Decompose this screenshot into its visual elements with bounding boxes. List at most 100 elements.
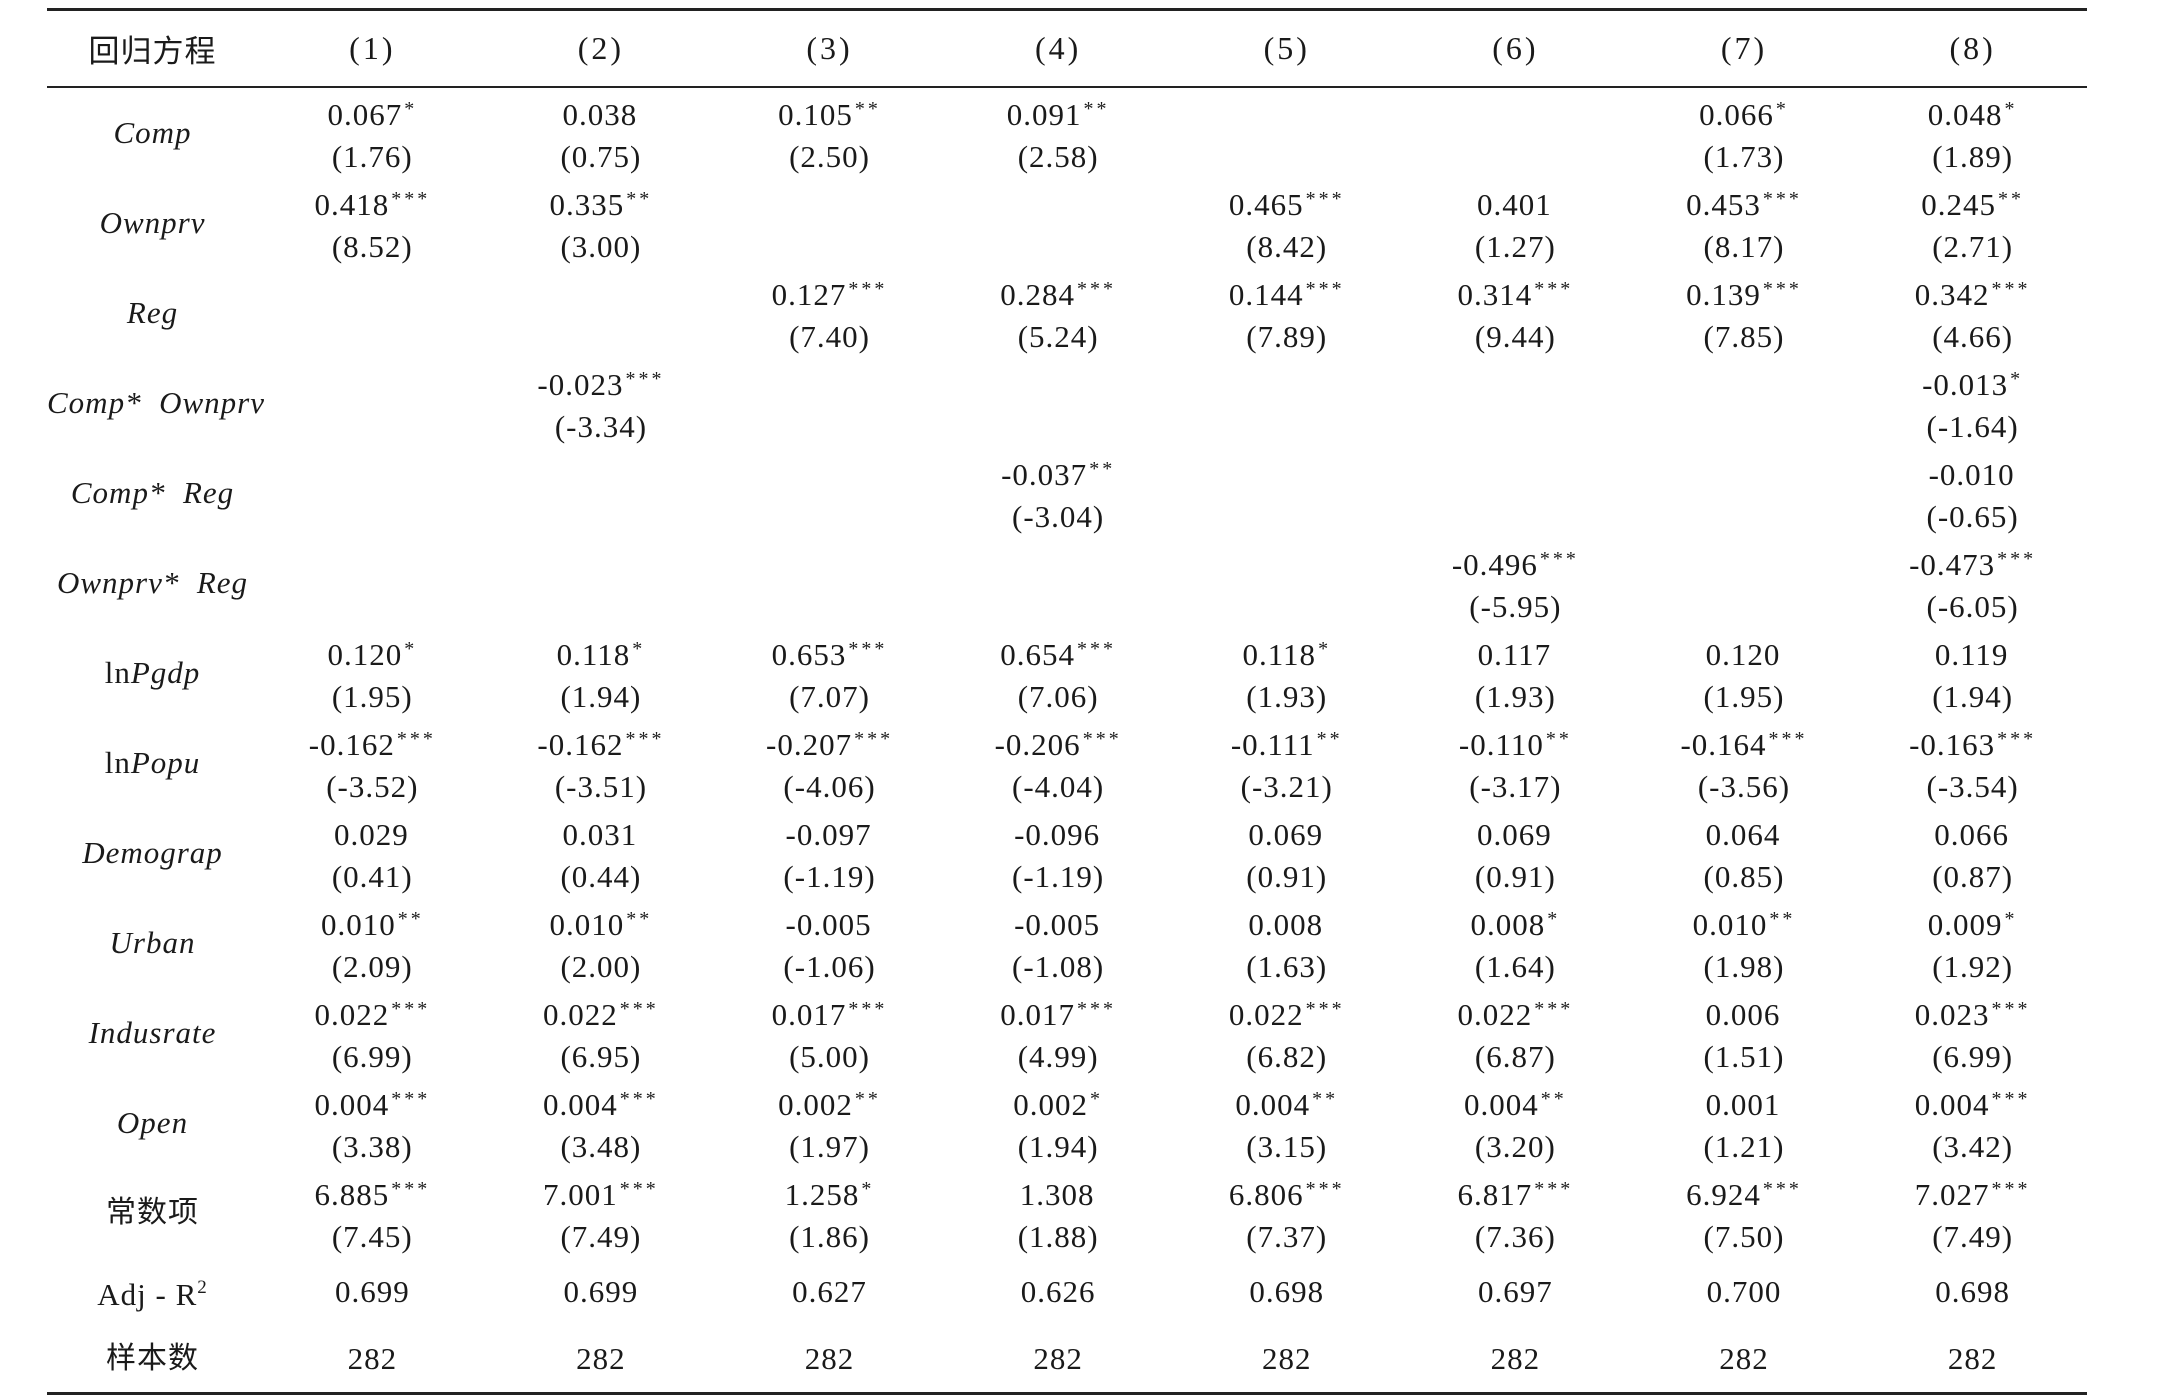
- t-statistic: (3.20): [1474, 1129, 1556, 1164]
- table-row: Urban 0.010 ** (2.09) 0.010 ** (2.00) -0.005 (-1…: [47, 898, 2087, 988]
- coefficient-cell: 0.069 (0.91): [1172, 808, 1401, 898]
- variable-label-text: Comp* Ownprv: [47, 385, 265, 420]
- coefficient-line: 6.885 ***: [258, 1168, 487, 1216]
- coefficient-value: 0.314: [1457, 277, 1533, 312]
- coefficient-line: -0.207 ***: [715, 718, 944, 766]
- t-statistic: (8.52): [331, 229, 413, 264]
- t-statistic: (3.48): [560, 1129, 642, 1164]
- coefficient-cell: 0.008 * (1.64): [1401, 898, 1630, 988]
- t-statistic: (3.00): [560, 229, 642, 264]
- coefficient-value: -0.023: [537, 367, 624, 402]
- significance-stars: ***: [1762, 278, 1802, 300]
- coefficient-value: 0.038: [562, 97, 638, 132]
- coefficient-line: 0.002 *: [944, 1078, 1173, 1126]
- coefficient-cell: [1630, 448, 1859, 538]
- coefficient-value: 0.006: [1705, 997, 1781, 1032]
- significance-stars: *: [861, 1178, 875, 1200]
- t-statistic: (-5.95): [1469, 589, 1562, 624]
- significance-stars: **: [1998, 188, 2025, 210]
- significance-stars: ***: [1534, 1178, 1574, 1200]
- coefficient-cell: -0.496 *** (-5.95): [1401, 538, 1630, 628]
- coefficient-cell: 7.027 *** (7.49): [1858, 1168, 2087, 1258]
- significance-stars: ***: [625, 728, 665, 750]
- coefficient-line: 0.401: [1401, 178, 1630, 226]
- t-statistic: (3.42): [1932, 1129, 2014, 1164]
- coefficient-line: -0.162 ***: [258, 718, 487, 766]
- coefficient-line: [1401, 109, 1630, 157]
- coefficient-value: 0.010: [549, 907, 625, 942]
- coefficient-value: -0.110: [1458, 727, 1544, 762]
- significance-stars: ***: [1305, 278, 1345, 300]
- coefficient-cell: 0.127 *** (7.40): [715, 268, 944, 358]
- table-row: Open 0.004 *** (3.38) 0.004 *** (3.48) 0.002 **(…: [47, 1078, 2087, 1168]
- coefficient-value: 0.017: [771, 997, 847, 1032]
- t-statistic: (-1.06): [783, 949, 876, 984]
- coefficient-cell: [944, 358, 1173, 448]
- coefficient-cell: -0.163 *** (-3.54): [1858, 718, 2087, 808]
- t-statistic: (7.50): [1703, 1219, 1785, 1254]
- column-header: (4): [1034, 30, 1082, 66]
- header-label: 回归方程: [88, 34, 217, 70]
- significance-stars: ***: [391, 1178, 431, 1200]
- variable-label-text: Comp* Reg: [70, 475, 235, 510]
- coefficient-line: 0.120: [1630, 628, 1859, 676]
- significance-stars: *: [2004, 908, 2018, 930]
- coefficient-cell: 0.004 ** (3.20): [1401, 1078, 1630, 1168]
- variable-label-text: Reg: [126, 295, 179, 330]
- t-statistic: (-3.52): [326, 769, 419, 804]
- coefficient-cell: 0.010 ** (2.09): [258, 898, 487, 988]
- coefficient-value: 0.118: [1242, 637, 1317, 672]
- coefficient-value: -0.163: [1909, 727, 1996, 762]
- coefficient-line: 7.001 ***: [487, 1168, 716, 1216]
- coefficient-value: 0.139: [1686, 277, 1761, 312]
- significance-stars: ***: [1768, 728, 1808, 750]
- coefficient-cell: 0.017 *** (4.99): [944, 988, 1173, 1078]
- coefficient-line: -0.005: [715, 898, 944, 946]
- coefficient-cell: 0.001 (1.21): [1630, 1078, 1859, 1168]
- coefficient-value: -0.162: [308, 727, 395, 762]
- table-body: Comp 0.067 * (1.76) 0.038 (0.75) 0.105 ** (2.50)…: [47, 87, 2087, 1394]
- t-statistic: (3.38): [331, 1129, 413, 1164]
- coefficient-line: [944, 379, 1173, 427]
- t-statistic: (1.98): [1703, 949, 1785, 984]
- coefficient-value: -0.111: [1230, 727, 1315, 762]
- coefficient-line: 0.022 ***: [1401, 988, 1630, 1036]
- significance-stars: ***: [619, 998, 659, 1020]
- t-statistic: (0.87): [1932, 859, 2014, 894]
- coefficient-cell: -0.005 (-1.06): [715, 898, 944, 988]
- coefficient-cell: 6.817 *** (7.36): [1401, 1168, 1630, 1258]
- coefficient-value: 0.067: [327, 97, 403, 132]
- table-row: Demograp 0.029 (0.41) 0.031 (0.44) -0.097 (-1.…: [47, 808, 2087, 898]
- table-row: lnPgdp 0.120 * (1.95) 0.118 * (1.94) 0.653 *** (7…: [47, 628, 2087, 718]
- significance-stars: ***: [619, 1088, 659, 1110]
- adj-r2-value: 0.697: [1477, 1273, 1553, 1309]
- t-statistic: (-3.51): [554, 769, 648, 804]
- coefficient-line: 0.004 ***: [1858, 1078, 2087, 1126]
- t-statistic: (2.71): [1932, 229, 2014, 264]
- coefficient-value: 0.091: [1006, 97, 1082, 132]
- sample-size-value: 282: [1947, 1340, 1998, 1376]
- sample-size-value: 282: [576, 1340, 626, 1376]
- coefficient-value: 0.022: [314, 997, 390, 1032]
- t-statistic: (1.27): [1474, 229, 1556, 264]
- coefficient-cell: 1.308 (1.88): [944, 1168, 1173, 1258]
- t-statistic: (2.50): [789, 139, 870, 174]
- significance-stars: **: [1089, 458, 1116, 480]
- coefficient-cell: 0.144 *** (7.89): [1172, 268, 1401, 358]
- coefficient-value: 0.066: [1934, 817, 2010, 852]
- t-statistic: (1.88): [1017, 1219, 1099, 1254]
- variable-label-text: Ownprv* Reg: [56, 565, 249, 600]
- coefficient-value: 0.010: [1692, 907, 1768, 942]
- coefficient-value: 0.069: [1248, 817, 1324, 852]
- coefficient-line: 0.335 **: [487, 178, 716, 226]
- coefficient-value: 0.004: [314, 1087, 390, 1122]
- coefficient-line: -0.163 ***: [1858, 718, 2087, 766]
- coefficient-value: 0.048: [1927, 97, 2003, 132]
- regression-table: 回归方程 (1) (2) (3) (4) (5) (6) (7) (8) Comp 0.067 *…: [47, 8, 2087, 1395]
- coefficient-line: -0.010: [1858, 448, 2087, 496]
- coefficient-cell: [487, 268, 716, 358]
- significance-stars: **: [397, 908, 424, 930]
- adj-r2-value: 0.698: [1935, 1273, 2011, 1309]
- coefficient-value: 0.001: [1705, 1087, 1781, 1122]
- variable-label: Ownprv: [47, 178, 258, 268]
